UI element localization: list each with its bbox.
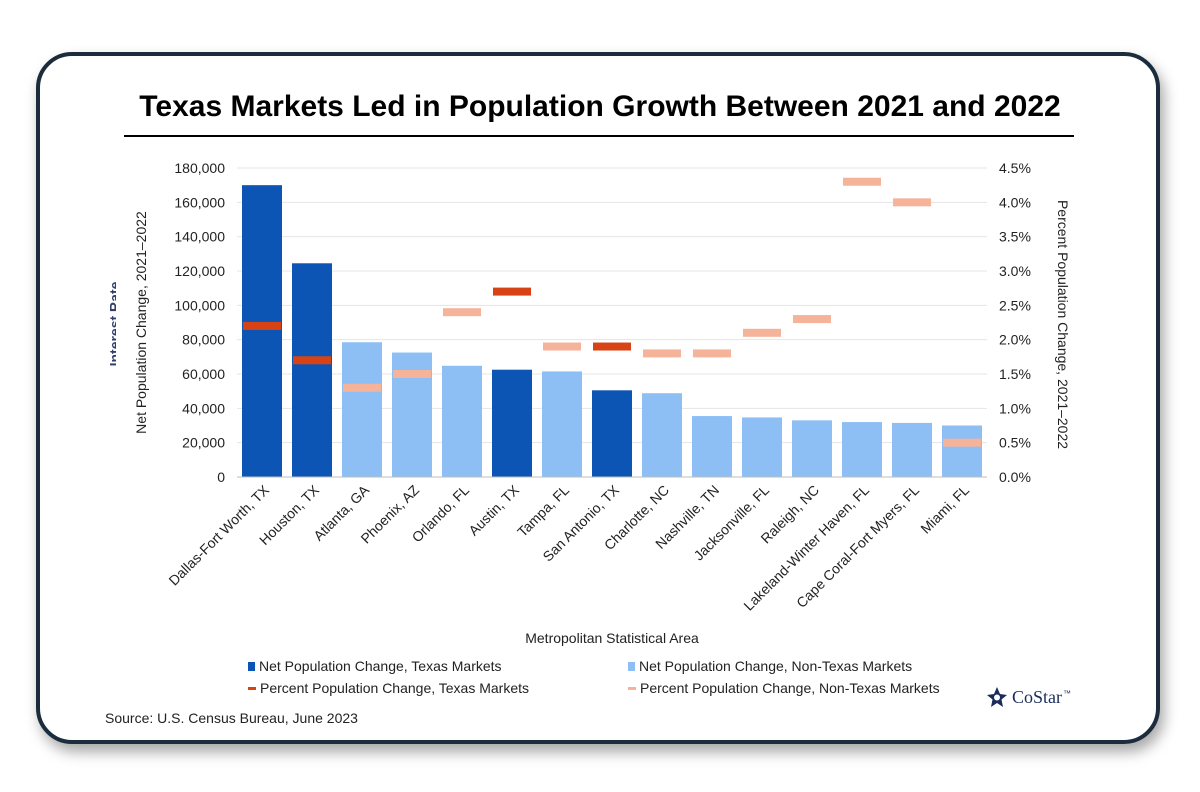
brand-name: CoStar <box>1012 686 1063 707</box>
percent-marker <box>493 287 531 296</box>
source-note: Source: U.S. Census Bureau, June 2023 <box>105 710 358 726</box>
y-tick-label: 80,000 <box>182 332 225 348</box>
x-tick-label: Austin, TX <box>465 481 522 538</box>
y2-tick-label: 4.5% <box>999 160 1031 176</box>
legend-swatch <box>628 662 635 671</box>
legend-item-texas-pct: Percent Population Change, Texas Markets <box>248 680 529 696</box>
percent-marker <box>243 321 281 330</box>
percent-marker <box>693 349 731 358</box>
bar <box>542 371 582 477</box>
y2-axis-title: Percent Population Change, 2021–2022 <box>1055 200 1071 449</box>
legend-swatch <box>248 687 256 690</box>
y2-tick-label: 1.5% <box>999 366 1031 382</box>
costar-star-icon <box>987 687 1007 707</box>
percent-marker <box>943 438 981 447</box>
legend-label: Percent Population Change, Non-Texas Mar… <box>640 680 940 696</box>
percent-marker <box>593 342 631 351</box>
bar <box>942 425 982 477</box>
legend-swatch <box>248 662 255 671</box>
percent-marker <box>793 315 831 324</box>
y-tick-label: 0 <box>217 469 225 485</box>
bar <box>692 416 732 477</box>
bar <box>292 263 332 477</box>
y-tick-label: 60,000 <box>182 366 225 382</box>
legend-item-nontexas-pct: Percent Population Change, Non-Texas Mar… <box>628 680 940 696</box>
percent-marker <box>393 370 431 378</box>
brand-mark: ™ <box>1063 688 1072 698</box>
percent-marker <box>843 177 881 186</box>
percent-marker <box>343 383 381 392</box>
legend-swatch <box>628 687 636 690</box>
y2-tick-label: 4.0% <box>999 194 1031 210</box>
bar <box>492 369 532 477</box>
legend-label: Net Population Change, Texas Markets <box>259 658 502 674</box>
legend-item-texas-net: Net Population Change, Texas Markets <box>248 658 502 674</box>
percent-marker <box>543 342 581 351</box>
percent-marker <box>743 328 781 337</box>
y2-tick-label: 2.0% <box>999 332 1031 348</box>
y2-tick-label: 1.0% <box>999 400 1031 416</box>
title-rule <box>124 135 1074 137</box>
y2-tick-label: 0.0% <box>999 469 1031 485</box>
bar <box>342 342 382 477</box>
y-tick-label: 100,000 <box>174 297 225 313</box>
bar <box>592 390 632 477</box>
y-tick-label: 20,000 <box>182 435 225 451</box>
legend-label: Percent Population Change, Texas Markets <box>260 680 530 696</box>
costar-logo: CoStar ™ <box>986 686 1071 708</box>
legend-label: Net Population Change, Non-Texas Markets <box>639 658 913 674</box>
percent-marker <box>893 198 931 207</box>
chart-title: Texas Markets Led in Population Growth B… <box>139 90 1061 123</box>
y-tick-label: 40,000 <box>182 400 225 416</box>
x-axis-title: Metropolitan Statistical Area <box>525 630 699 646</box>
y-axis-title: Net Population Change, 2021–2022 <box>133 211 149 434</box>
x-tick-label: Miami, FL <box>917 482 972 537</box>
bar <box>242 185 282 477</box>
y-tick-label: 180,000 <box>174 160 225 176</box>
y2-tick-label: 3.0% <box>999 263 1031 279</box>
legend-item-nontexas-net: Net Population Change, Non-Texas Markets <box>628 658 912 674</box>
percent-marker <box>293 356 331 365</box>
bar <box>642 393 682 477</box>
bar <box>842 422 882 477</box>
y2-tick-label: 3.5% <box>999 229 1031 245</box>
bar <box>742 417 782 477</box>
y-tick-label: 140,000 <box>174 229 225 245</box>
bar <box>442 365 482 477</box>
y-tick-label: 120,000 <box>174 263 225 279</box>
bar <box>792 420 832 477</box>
y2-tick-label: 0.5% <box>999 435 1031 451</box>
y-tick-label: 160,000 <box>174 194 225 210</box>
percent-marker <box>443 308 481 317</box>
y2-tick-label: 2.5% <box>999 297 1031 313</box>
bar <box>892 422 932 477</box>
percent-marker <box>643 349 681 358</box>
